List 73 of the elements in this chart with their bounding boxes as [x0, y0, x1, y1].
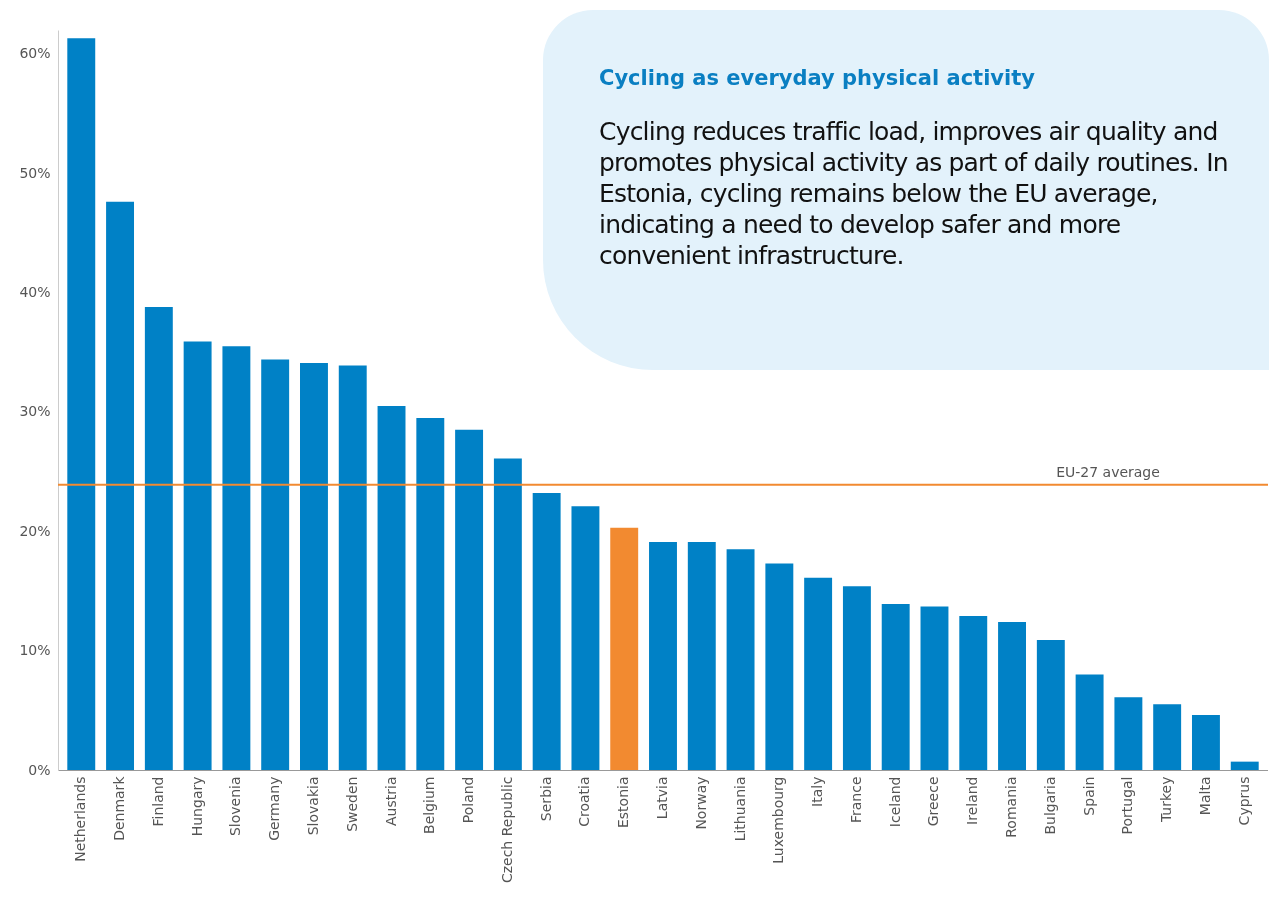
x-tick-label: Greece [925, 776, 942, 827]
x-tick-label: Latvia [654, 776, 670, 820]
bar [842, 586, 871, 770]
x-tick-label: Germany [266, 776, 283, 841]
x-tick-label: Ireland [964, 776, 981, 825]
x-tick-label: Lithuania [731, 776, 748, 842]
bar [1191, 715, 1220, 770]
x-tick-label: Serbia [537, 776, 554, 822]
bar [300, 363, 328, 770]
bar [881, 604, 910, 770]
x-tick-label: Portugal [1119, 776, 1136, 835]
bar [67, 38, 96, 770]
text-card: Cycling as everyday physical activity Cycling reduces traffic load, improves air quality and promotes physical activity as part of daily routines. In Estonia, cycling remains below the EU average, indicating a need to develop safer and more convenient infrastructure. [543, 10, 1269, 370]
bar [610, 527, 639, 770]
x-tick-label: Romania [1003, 776, 1020, 838]
x-tick-label: Poland [460, 776, 477, 824]
x-tick-label: Estonia [615, 776, 632, 829]
bar [1114, 697, 1143, 770]
bar [106, 201, 135, 770]
annotation: Cycling as everyday physical activity [599, 66, 1036, 90]
ref-line-label: EU-27 average [1056, 463, 1160, 480]
x-tick-label: Iceland [886, 776, 903, 828]
x-tick-label: Netherlands [72, 776, 89, 862]
bar [222, 346, 251, 770]
x-tick-label: Spain [1080, 776, 1097, 816]
x-tick-label: Malta [1196, 776, 1213, 816]
bar [183, 341, 212, 770]
x-tick-label: Finland [149, 776, 166, 827]
bar [959, 616, 988, 770]
x-tick-label: Sweden [343, 776, 360, 832]
y-tick-label: 40% [19, 284, 51, 301]
bar [765, 563, 794, 770]
bar [377, 405, 406, 770]
x-tick-label: Slovenia [227, 776, 244, 837]
x-tick-label: Czech Republic [498, 776, 515, 884]
bar [1230, 761, 1259, 770]
x-tick-label: Hungary [188, 776, 205, 837]
bar [1036, 639, 1065, 770]
x-tick-label: Belgium [421, 776, 438, 834]
annotation: Cycling reduces traffic load, improves air quality and promotes physical activity as part of daily routines. In Estonia, cycling remains below the EU average, indicating a need to develop safer and more convenient infrastructure. [599, 116, 1229, 271]
x-tick-label: France [847, 776, 864, 824]
y-tick-label: 0% [28, 761, 51, 778]
x-tick-label: Austria [382, 776, 399, 826]
y-tick-label: 10% [19, 642, 51, 659]
x-tick-label: Italy [809, 776, 826, 807]
y-tick-label: 30% [19, 403, 51, 420]
x-tick-label: Bulgaria [1041, 776, 1058, 835]
bar [726, 549, 755, 770]
bar [144, 306, 173, 770]
bar [1075, 674, 1104, 770]
x-tick-label: Denmark [111, 775, 128, 841]
bar [493, 458, 522, 770]
x-tick-label: Slovakia [304, 776, 321, 836]
x-tick-label: Croatia [576, 776, 593, 827]
bar [416, 417, 445, 770]
x-tick-label: Norway [692, 776, 709, 830]
bar [455, 429, 484, 770]
bar [649, 542, 677, 770]
bar [687, 542, 716, 770]
y-tick-label: 20% [19, 522, 51, 539]
bar [532, 493, 561, 770]
bar [920, 606, 949, 770]
bar [571, 506, 600, 770]
bar [998, 622, 1026, 770]
bar [804, 577, 833, 770]
bar [1153, 704, 1182, 770]
y-tick-label: 60% [19, 45, 51, 62]
x-tick-label: Luxembourg [770, 776, 787, 864]
x-tick-label: Cyprus [1235, 776, 1252, 826]
y-tick-label: 50% [19, 164, 51, 181]
x-tick-label: Turkey [1158, 776, 1175, 824]
bar [261, 359, 290, 770]
bar [338, 365, 367, 770]
